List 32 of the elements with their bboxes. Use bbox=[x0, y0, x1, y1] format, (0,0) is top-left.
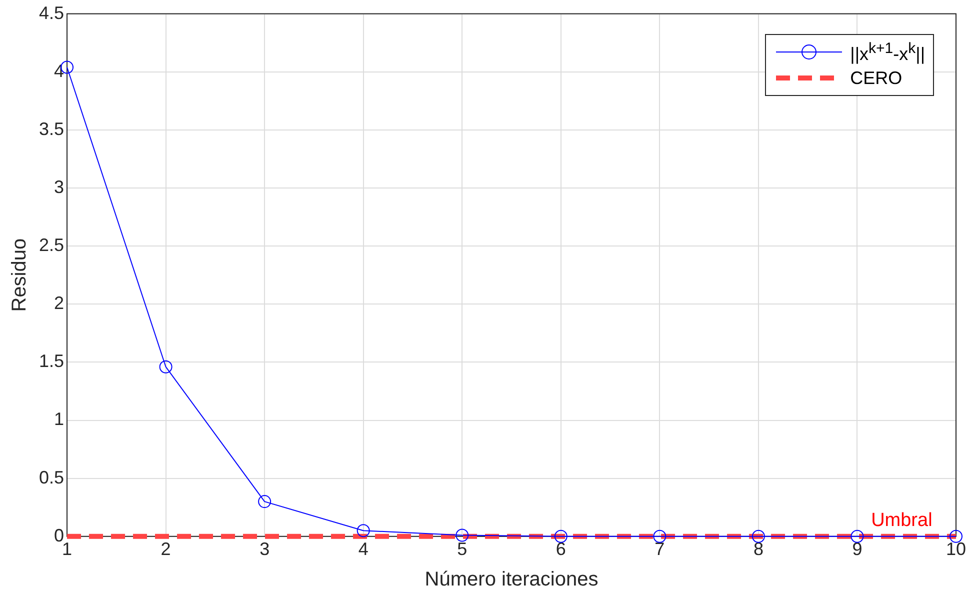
legend-label: CERO bbox=[850, 68, 902, 88]
y-axis-title: Residuo bbox=[8, 238, 31, 312]
point bbox=[159, 360, 172, 374]
y-tick-label: 2.5 bbox=[38, 235, 64, 256]
y-tick-label: 2 bbox=[54, 293, 64, 314]
x-tick-label: 7 bbox=[654, 539, 665, 560]
y-tick-label: 1 bbox=[54, 409, 64, 430]
point bbox=[653, 530, 666, 543]
x-tick-label: 9 bbox=[852, 539, 862, 560]
y-tick-label: 4.5 bbox=[38, 2, 64, 23]
x-tick-label: 8 bbox=[753, 539, 764, 560]
point bbox=[950, 530, 962, 543]
point bbox=[356, 524, 370, 538]
y-tick-label: 3 bbox=[54, 176, 64, 197]
x-axis-title: Número iteraciones bbox=[424, 568, 598, 591]
y-tick-label: 0.5 bbox=[38, 467, 64, 488]
point bbox=[554, 530, 568, 543]
y-tick-label: 1.5 bbox=[38, 351, 64, 372]
point bbox=[850, 530, 864, 543]
x-tick-label: 4 bbox=[358, 539, 368, 560]
y-tick-label: 0 bbox=[54, 525, 64, 546]
point bbox=[752, 530, 765, 543]
x-tick-label: 5 bbox=[457, 539, 468, 560]
point bbox=[456, 528, 469, 542]
y-tick-label: 3.5 bbox=[38, 118, 64, 139]
x-tick-label: 6 bbox=[556, 539, 566, 560]
x-tick-label: 10 bbox=[946, 539, 966, 560]
x-tick-label: 3 bbox=[260, 539, 270, 560]
legend-label: ||x$^{k+1}$-x$^{k}$|| bbox=[850, 40, 925, 64]
point bbox=[258, 495, 272, 508]
annotation: Umbral bbox=[871, 510, 932, 532]
x-tick-label: 2 bbox=[160, 539, 171, 560]
